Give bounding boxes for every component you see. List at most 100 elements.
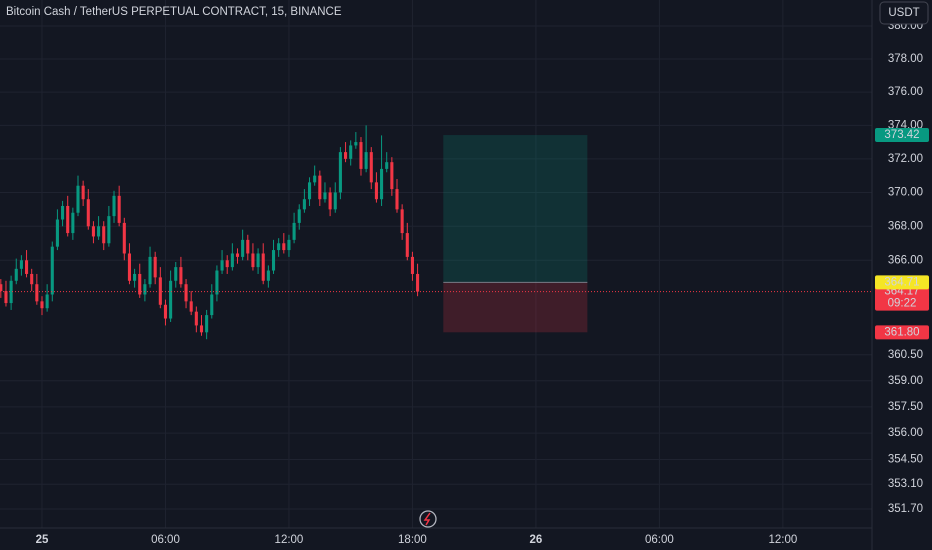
candle-body (410, 256, 414, 274)
candle-body (66, 205, 70, 234)
candle-body (416, 273, 420, 292)
target-zone (443, 135, 588, 283)
candle-body (220, 260, 224, 271)
candle-body (318, 175, 322, 200)
candle-body (282, 243, 286, 251)
candle-body (261, 253, 265, 281)
candle-body (338, 152, 342, 193)
candle-body (40, 301, 44, 309)
candle-body (45, 294, 49, 309)
candle-body (292, 222, 296, 240)
candle-body (380, 168, 384, 200)
entry-price-label-box (875, 275, 929, 290)
candle-body (143, 284, 147, 295)
y-tick-label: 356.00 (888, 427, 923, 439)
y-tick-label: 368.00 (888, 220, 923, 232)
position-tool (443, 135, 588, 333)
candle-body (19, 260, 23, 269)
candle-body (112, 195, 116, 217)
candle-body (266, 270, 270, 281)
candle-body (35, 284, 39, 302)
candle-body (297, 209, 301, 223)
candle-body (354, 142, 358, 146)
candle-body (215, 270, 219, 295)
stop-zone (443, 282, 588, 333)
candle-body (71, 212, 75, 234)
candle-body (235, 253, 240, 257)
entry-price-label: 364.71 (884, 276, 919, 288)
candle-body (55, 219, 59, 247)
candle-body (158, 277, 162, 305)
candle-body (25, 260, 29, 274)
candle-body (328, 192, 332, 210)
candle-body (50, 246, 54, 295)
stop-price-label-box (875, 325, 929, 340)
currency-button[interactable] (879, 1, 929, 25)
x-tick-label: 12:00 (275, 534, 304, 546)
candle-body (400, 209, 404, 234)
candle-body (30, 273, 34, 285)
candle-body (4, 291, 8, 304)
x-tick-label: 12:00 (768, 534, 797, 546)
chart-title: Bitcoin Cash / TetherUS PERPETUAL CONTRA… (6, 6, 342, 18)
candle-body (91, 226, 95, 237)
candle-body (61, 205, 65, 220)
candle-body (277, 243, 281, 251)
x-tick-label: 18:00 (398, 534, 427, 546)
countdown: 09:22 (888, 298, 917, 310)
x-tick-label: 06:00 (151, 534, 180, 546)
candle-body (359, 142, 363, 169)
candle-body (9, 280, 13, 304)
x-tick-label: 26 (530, 534, 543, 546)
candle-body (102, 226, 106, 244)
candles (0, 125, 872, 340)
candle-body (323, 192, 327, 200)
grid (0, 0, 872, 528)
candle-body (122, 222, 126, 254)
candle-body (302, 199, 306, 210)
y-tick-label: 354.50 (888, 454, 923, 466)
candle-body (174, 267, 178, 281)
candle-body (390, 162, 394, 190)
x-tick-label: 06:00 (645, 534, 674, 546)
candle-body (0, 284, 3, 292)
last-price-box (875, 284, 929, 311)
candle-body (169, 280, 173, 319)
y-tick-label: 359.00 (888, 375, 923, 387)
candle-body (86, 199, 90, 227)
candle-body (76, 185, 80, 213)
y-tick-label: 376.00 (888, 86, 923, 98)
candle-body (153, 256, 157, 278)
x-tick-label: 25 (36, 534, 49, 546)
candle-body (225, 260, 229, 268)
y-tick-label: 372.00 (888, 153, 923, 165)
candle-body (271, 250, 276, 271)
candle-body (205, 315, 209, 333)
candle-body (307, 182, 312, 200)
candle-body (81, 185, 85, 200)
candle-body (194, 311, 198, 326)
candle-body (133, 273, 137, 281)
y-tick-label: 370.00 (888, 186, 923, 198)
candle-body (163, 304, 168, 319)
candle-body (138, 273, 142, 295)
candle-body (251, 253, 255, 268)
candle-body (148, 256, 152, 285)
candle-body (246, 239, 250, 254)
replay-icon[interactable] (419, 510, 437, 528)
y-tick-label: 366.00 (888, 254, 923, 266)
candle-body (230, 253, 234, 268)
candle-body (107, 216, 111, 244)
candle-body (395, 189, 399, 210)
candle-body (405, 233, 409, 257)
candle-body (287, 239, 291, 251)
candle-body (189, 301, 193, 312)
currency[interactable]: USDT (888, 7, 919, 19)
candle-body (210, 294, 214, 316)
candle-body (344, 152, 348, 159)
candle-body (369, 152, 373, 183)
candle-body (127, 253, 131, 281)
candle-body (179, 267, 183, 285)
